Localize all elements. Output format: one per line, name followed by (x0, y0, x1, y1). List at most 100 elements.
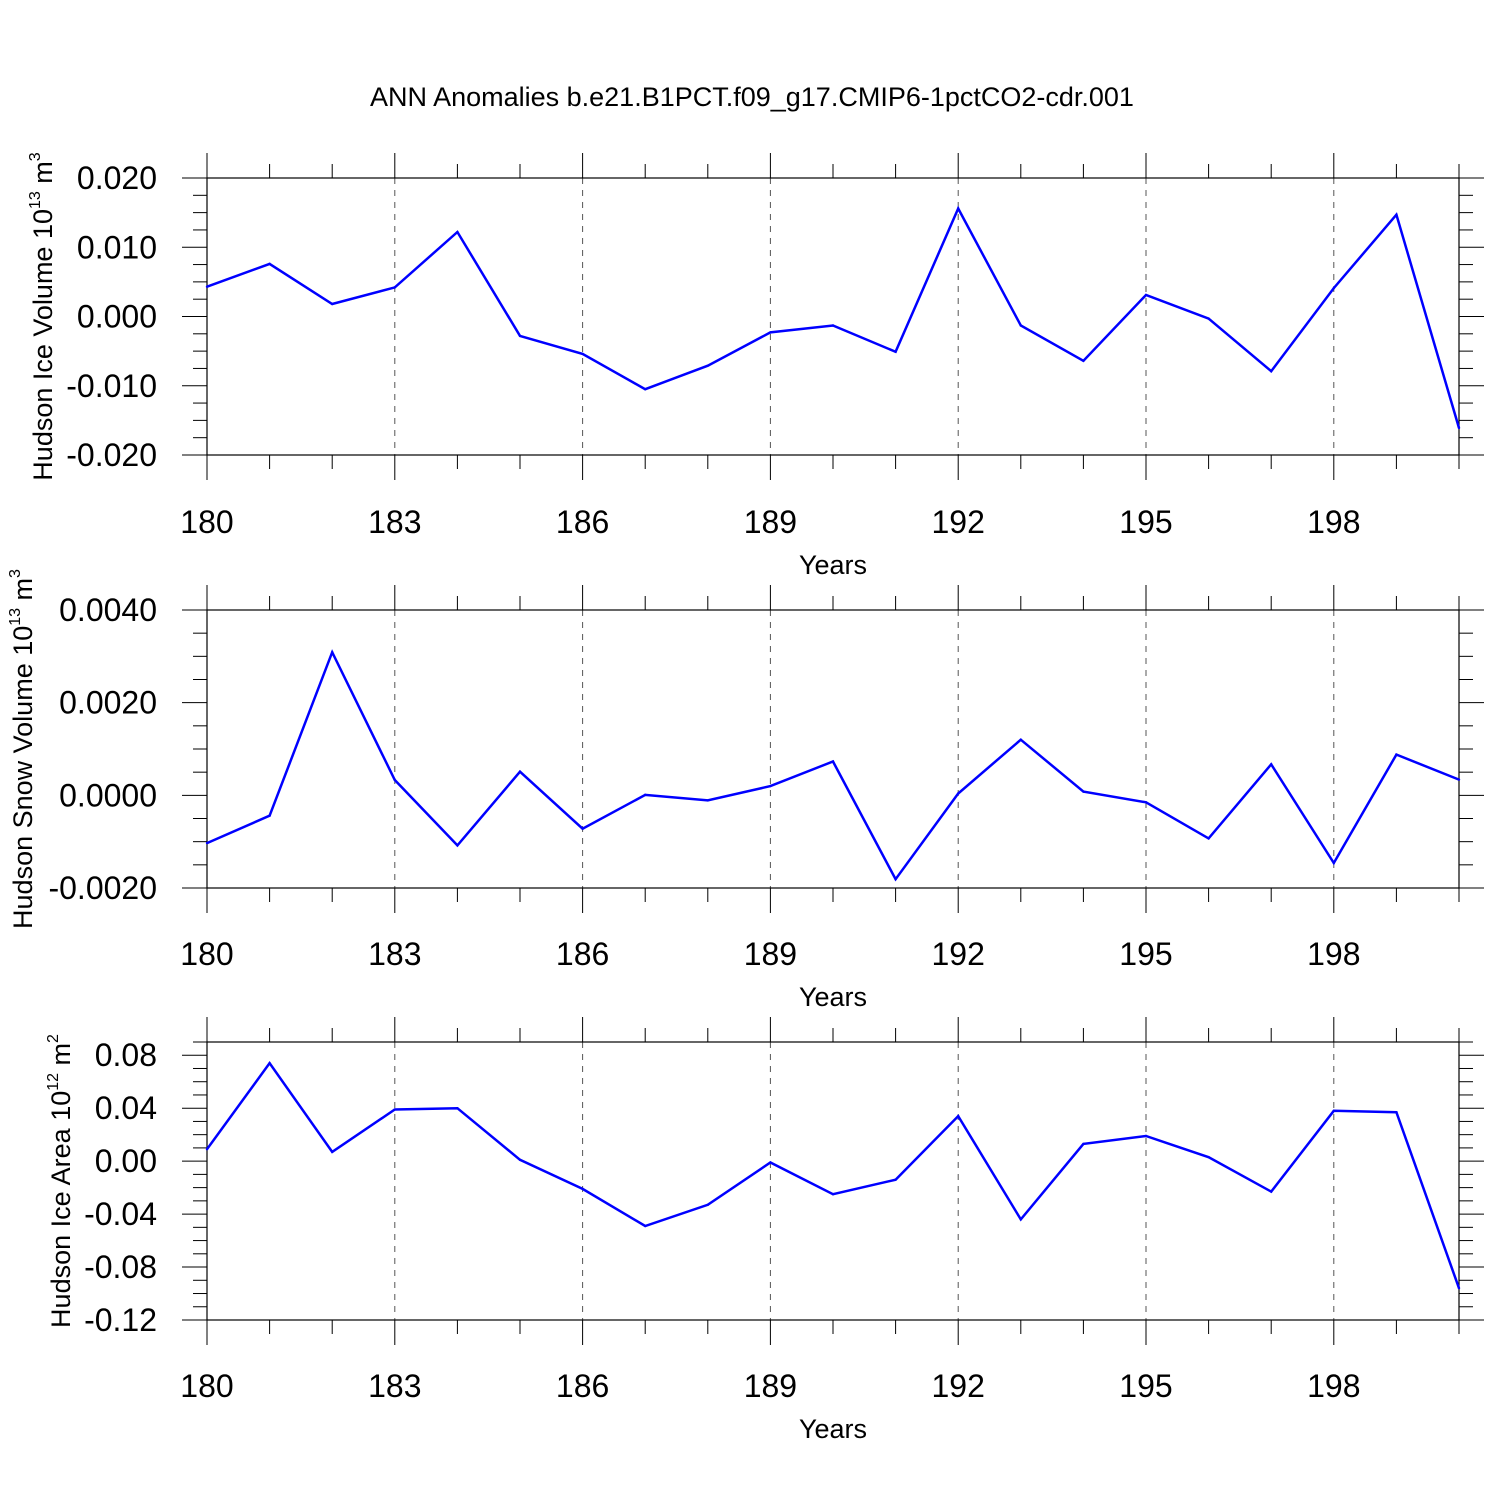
x-tick-label: 192 (932, 504, 985, 540)
data-point (957, 207, 960, 210)
y-tick-label: -0.12 (84, 1302, 157, 1338)
data-point (581, 1187, 584, 1191)
y-tick-label: 0.04 (95, 1090, 157, 1126)
x-tick-label: 192 (932, 1368, 985, 1404)
data-point (894, 877, 897, 881)
chart-title: ANN Anomalies b.e21.B1PCT.f09_g17.CMIP6-… (370, 82, 1134, 112)
data-point (831, 1193, 835, 1196)
y-tick-label: 0.000 (77, 299, 157, 335)
data-point (331, 1150, 334, 1154)
data-point (518, 1158, 522, 1162)
data-point (1395, 753, 1398, 756)
panel-2: -0.0020 0.0000 0.0020 0.0040 180 183 186 189 192… (7, 569, 1484, 1012)
y-tick-label: -0.08 (84, 1249, 157, 1285)
x-tick-label: 180 (180, 936, 233, 972)
x-tick-label: 192 (932, 936, 985, 972)
data-point (1332, 861, 1336, 865)
y-axis-title: Hudson Ice Area 1012 m2 (45, 1034, 76, 1328)
data-point (205, 1148, 209, 1151)
data-point (831, 760, 835, 763)
x-tick-label: 180 (180, 1368, 233, 1404)
y-tick-label: 0.00 (95, 1143, 157, 1179)
y-tick-label: 0.08 (95, 1037, 157, 1073)
data-point (393, 1108, 396, 1111)
data-point (1144, 293, 1148, 297)
data-point (831, 324, 835, 327)
x-tick-label: 189 (744, 504, 797, 540)
data-point (268, 814, 271, 817)
x-tick-label: 180 (180, 504, 233, 540)
data-point (1457, 426, 1461, 430)
data-point (205, 841, 209, 845)
data-point (518, 334, 522, 338)
data-point (644, 793, 647, 797)
data-point (1082, 1142, 1085, 1146)
y-tick-label: -0.020 (66, 437, 157, 473)
x-tick-label: 183 (368, 936, 421, 972)
data-point (268, 1061, 271, 1065)
data-point (1207, 1155, 1210, 1159)
data-point (456, 844, 459, 847)
data-point (1019, 1218, 1022, 1221)
data-point (1457, 778, 1461, 781)
x-tick-label: 198 (1307, 504, 1360, 540)
y-tick-label: -0.010 (66, 368, 157, 404)
x-tick-label: 186 (556, 1368, 609, 1404)
data-point (1207, 317, 1210, 320)
data-point (456, 230, 459, 234)
x-tick-label: 198 (1307, 1368, 1360, 1404)
data-point (769, 331, 772, 334)
data-point (456, 1106, 459, 1110)
data-point (706, 799, 709, 802)
x-tick-label: 189 (744, 936, 797, 972)
data-point (644, 1224, 647, 1228)
data-point (706, 364, 709, 367)
data-point (1270, 763, 1273, 766)
data-point (1457, 1287, 1461, 1290)
x-axis-title: Years (799, 1414, 867, 1444)
data-point (1207, 837, 1210, 840)
panel-3: -0.12 -0.08 -0.04 0.00 0.04 0.08 180 183 186 189 1… (45, 1017, 1484, 1444)
x-axis-title: Years (799, 550, 867, 580)
data-point (769, 784, 772, 788)
data-point (1332, 286, 1336, 290)
data-point (1270, 1190, 1273, 1193)
y-axis-title: Hudson Snow Volume 1013 m3 (7, 569, 38, 929)
data-point (1144, 1134, 1148, 1138)
data-point (706, 1203, 709, 1207)
x-tick-label: 198 (1307, 936, 1360, 972)
x-tick-label: 183 (368, 504, 421, 540)
x-tick-label: 186 (556, 936, 609, 972)
y-axis-title: Hudson Ice Volume 1013 m3 (27, 152, 58, 480)
y-tick-label: 0.0020 (59, 685, 157, 721)
data-point (1019, 324, 1022, 327)
data-point (1082, 790, 1085, 793)
data-point (644, 388, 647, 391)
data-point (581, 352, 584, 356)
y-tick-label: 0.010 (77, 229, 157, 265)
x-tick-label: 195 (1119, 1368, 1172, 1404)
y-tick-label: -0.04 (84, 1196, 157, 1232)
y-tick-label: -0.0020 (48, 870, 157, 906)
data-point (957, 792, 960, 795)
data-point (957, 1114, 960, 1118)
data-point (331, 650, 334, 654)
x-tick-label: 183 (368, 1368, 421, 1404)
data-point (393, 286, 396, 289)
x-tick-label: 195 (1119, 504, 1172, 540)
data-point (581, 827, 584, 830)
panel-1: -0.020 -0.010 0.000 0.010 0.020 180 183 186 189 1… (27, 152, 1484, 580)
data-point (1082, 359, 1085, 363)
data-point (518, 770, 522, 773)
data-point (769, 1161, 772, 1164)
data-point (205, 285, 209, 288)
data-point (894, 350, 897, 354)
data-point (1019, 738, 1022, 741)
y-tick-label: 0.020 (77, 160, 157, 196)
data-point (1395, 213, 1398, 216)
data-point (1270, 370, 1273, 373)
data-point (393, 778, 396, 782)
x-tick-label: 186 (556, 504, 609, 540)
x-tick-label: 189 (744, 1368, 797, 1404)
